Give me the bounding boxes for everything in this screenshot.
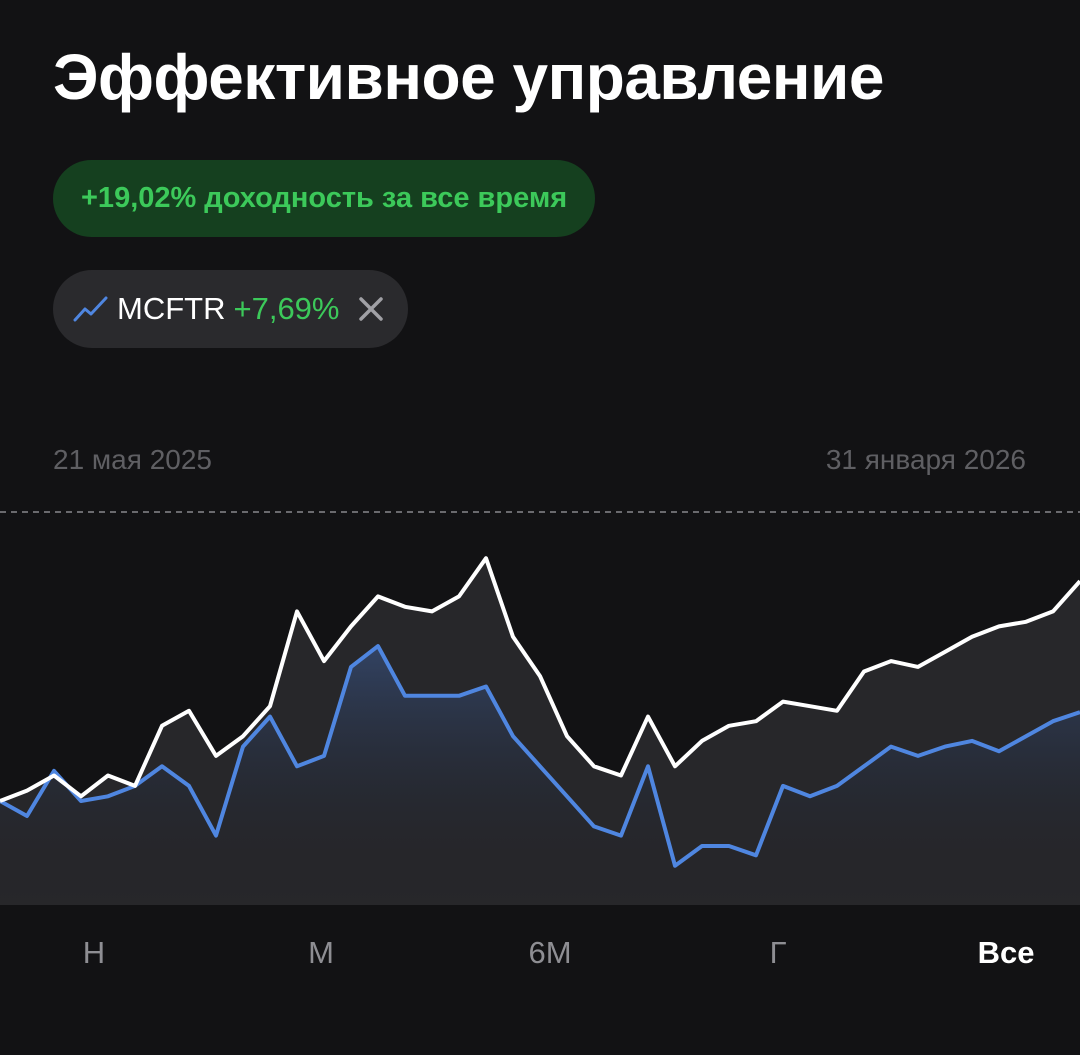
area-fill bbox=[0, 646, 1080, 905]
close-icon[interactable] bbox=[358, 296, 384, 322]
benchmark-return: +7,69% bbox=[233, 291, 340, 326]
period-tab[interactable]: Г bbox=[769, 935, 787, 970]
period-tab[interactable]: М bbox=[308, 935, 334, 970]
date-end: 31 января 2026 bbox=[825, 444, 1026, 475]
period-tab[interactable]: Все bbox=[977, 935, 1035, 970]
series-line bbox=[0, 556, 1080, 803]
benchmark-chip[interactable]: MCFTR +7,69% bbox=[53, 270, 408, 348]
area-fill bbox=[0, 646, 1080, 905]
date-start: 21 мая 2025 bbox=[53, 444, 212, 475]
title: Эффективное управление bbox=[53, 41, 884, 113]
area-fill bbox=[0, 558, 1080, 905]
series-line bbox=[0, 644, 1080, 868]
line-icon bbox=[73, 296, 108, 322]
period-tab[interactable]: Н bbox=[82, 935, 106, 970]
return-badge: +19,02% доходность за все время bbox=[53, 160, 596, 237]
return-text: доходность за все время bbox=[204, 182, 568, 214]
benchmark-name: MCFTR bbox=[117, 291, 226, 326]
period-tab[interactable]: 6М bbox=[528, 935, 572, 970]
return-value: +19,02% bbox=[81, 182, 197, 214]
